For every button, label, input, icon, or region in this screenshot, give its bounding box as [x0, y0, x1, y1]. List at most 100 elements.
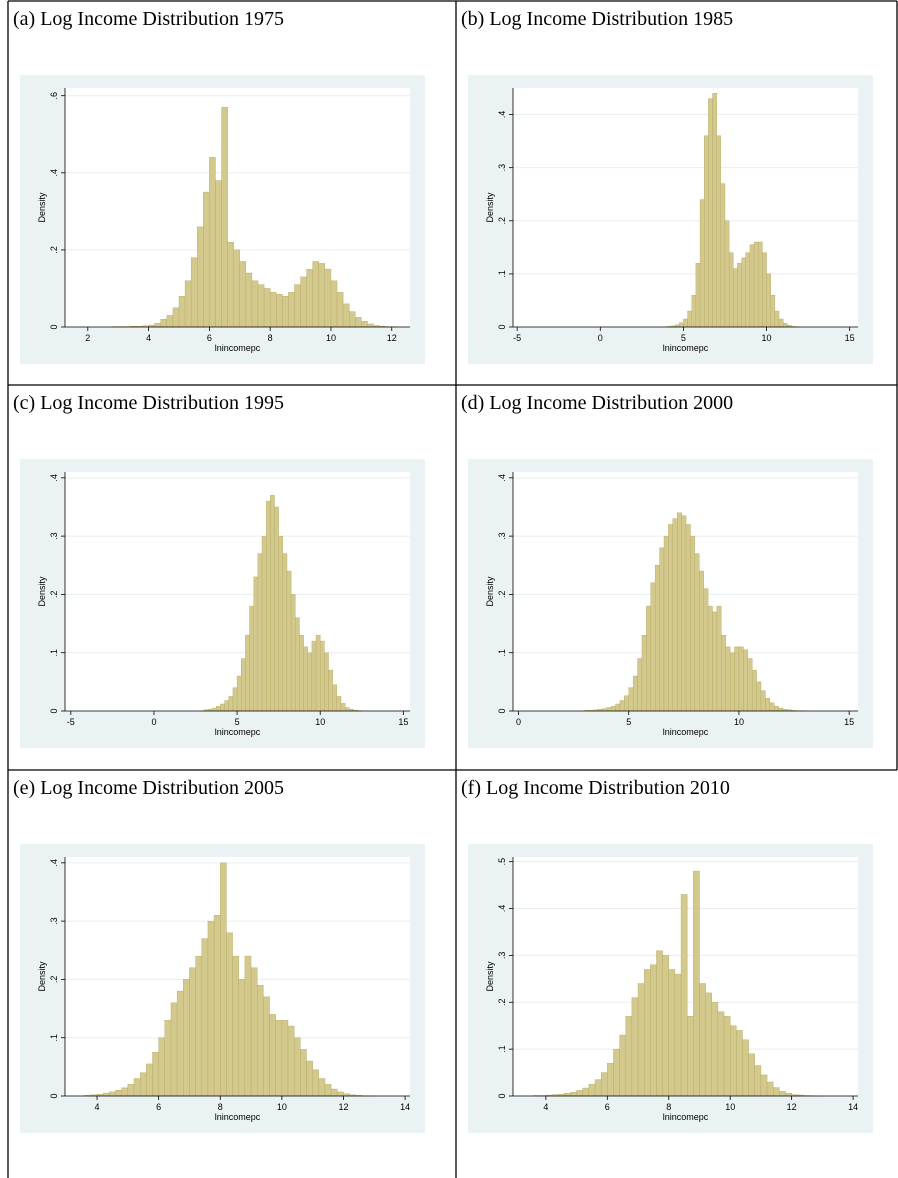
- histogram-bar: [699, 199, 705, 328]
- histogram-bar: [306, 1060, 313, 1097]
- histogram-bar: [201, 938, 209, 1097]
- x-tick-label: 14: [400, 1102, 410, 1112]
- histogram-bar: [729, 652, 735, 712]
- x-tick-label: 10: [725, 1102, 735, 1112]
- histogram-bar: [774, 706, 779, 712]
- histogram-bar: [741, 257, 746, 328]
- x-tick-label: 10: [734, 717, 744, 727]
- histogram-bar: [687, 310, 692, 328]
- histogram-bar: [245, 272, 253, 328]
- histogram-bar: [236, 675, 242, 712]
- histogram-bar: [293, 1037, 301, 1097]
- histogram-bar: [166, 315, 174, 328]
- histogram-bar: [770, 294, 776, 328]
- histogram-bar: [172, 307, 180, 328]
- histogram-bar: [751, 669, 757, 712]
- histogram-bar: [628, 687, 634, 712]
- histogram-bar: [170, 1002, 178, 1097]
- y-tick-label: .4: [497, 474, 507, 482]
- histogram-bar: [160, 319, 168, 328]
- histogram-bar: [632, 675, 638, 712]
- histogram-bar: [588, 1084, 596, 1097]
- x-tick-label: 15: [844, 717, 854, 727]
- x-axis-label: lnincomepc: [215, 727, 261, 737]
- histogram-bar: [257, 553, 263, 712]
- y-tick-label: .1: [49, 649, 59, 657]
- histogram-bar: [754, 1065, 762, 1097]
- histogram-bar: [261, 535, 267, 712]
- y-tick-label: .2: [49, 591, 59, 599]
- x-tick-label: 10: [326, 333, 336, 343]
- x-tick-label: 4: [543, 1102, 548, 1112]
- histogram-bar: [367, 323, 374, 328]
- histogram-bar: [641, 635, 647, 712]
- histogram-bar: [269, 1014, 276, 1097]
- x-axis-label: lnincomepc: [663, 727, 709, 737]
- histogram-bar: [324, 1084, 332, 1097]
- histogram-bar: [736, 1030, 743, 1097]
- histogram-bar: [342, 303, 350, 328]
- chart-title: (f) Log Income Distribution 2010: [461, 777, 730, 799]
- y-tick-label: .4: [49, 169, 59, 177]
- y-tick-label: .2: [49, 976, 59, 984]
- x-tick-label: 6: [605, 1102, 610, 1112]
- histogram-bar: [269, 292, 277, 328]
- x-tick-label: 5: [681, 333, 686, 343]
- histogram-bar: [753, 241, 759, 328]
- chart-title: (c) Log Income Distribution 1995: [13, 392, 284, 414]
- histogram-bar: [330, 1088, 338, 1097]
- histogram-bar: [158, 1037, 166, 1097]
- histogram-bar: [249, 605, 254, 712]
- histogram-bar: [708, 98, 713, 328]
- histogram-bar: [607, 1062, 614, 1097]
- histogram-bar: [282, 553, 288, 712]
- y-tick-label: .5: [497, 858, 507, 866]
- y-axis-label: Density: [37, 192, 47, 223]
- y-tick-label: .3: [49, 532, 59, 540]
- histogram-bar: [270, 495, 275, 712]
- histogram-bar: [361, 321, 368, 328]
- histogram-bar: [324, 652, 329, 712]
- y-tick-label: .2: [497, 999, 507, 1007]
- histogram-bar: [274, 506, 279, 712]
- histogram-bar: [699, 570, 704, 712]
- chart-panel: (f) Log Income Distribution 2010 0 .1 .2 .3.…: [461, 777, 873, 1133]
- histogram-bar: [164, 1020, 172, 1097]
- histogram-bar: [324, 268, 332, 328]
- histogram-bar: [734, 646, 740, 712]
- histogram-bar: [330, 280, 338, 328]
- histogram-bar: [286, 570, 292, 712]
- y-tick-label: .1: [49, 1034, 59, 1042]
- y-tick-label: .1: [497, 270, 507, 278]
- histogram-bar: [619, 1034, 626, 1097]
- histogram-bar: [724, 220, 730, 328]
- chart-title: (d) Log Income Distribution 2000: [461, 392, 733, 414]
- histogram-bar: [747, 658, 753, 712]
- histogram-bar: [656, 950, 663, 1097]
- histogram-bar: [250, 967, 258, 1097]
- histogram-bar: [564, 1092, 571, 1097]
- y-axis-label: Density: [485, 576, 495, 607]
- histogram-bar: [139, 1072, 147, 1097]
- y-tick-label: .4: [497, 111, 507, 119]
- y-tick-label: .1: [497, 1045, 507, 1053]
- histogram-bar: [778, 707, 784, 712]
- histogram-bar: [613, 1048, 620, 1097]
- histogram-bar: [650, 964, 657, 1097]
- histogram-bar: [691, 294, 697, 328]
- histogram-bar: [190, 257, 198, 328]
- histogram-bar: [213, 915, 221, 1097]
- y-tick-label: 0: [49, 324, 59, 329]
- histogram-bar: [287, 1025, 295, 1097]
- histogram-bar: [239, 261, 247, 328]
- histogram-bar: [716, 605, 722, 712]
- histogram-bar: [102, 1092, 110, 1097]
- histogram-bar: [282, 295, 289, 328]
- histogram-bar: [340, 703, 346, 712]
- histogram-bar: [278, 535, 284, 712]
- histogram-bar: [699, 983, 706, 1097]
- histogram-bar: [760, 1074, 768, 1097]
- histogram-bar: [637, 658, 643, 712]
- x-tick-label: 8: [268, 333, 273, 343]
- histogram-bar: [355, 317, 362, 328]
